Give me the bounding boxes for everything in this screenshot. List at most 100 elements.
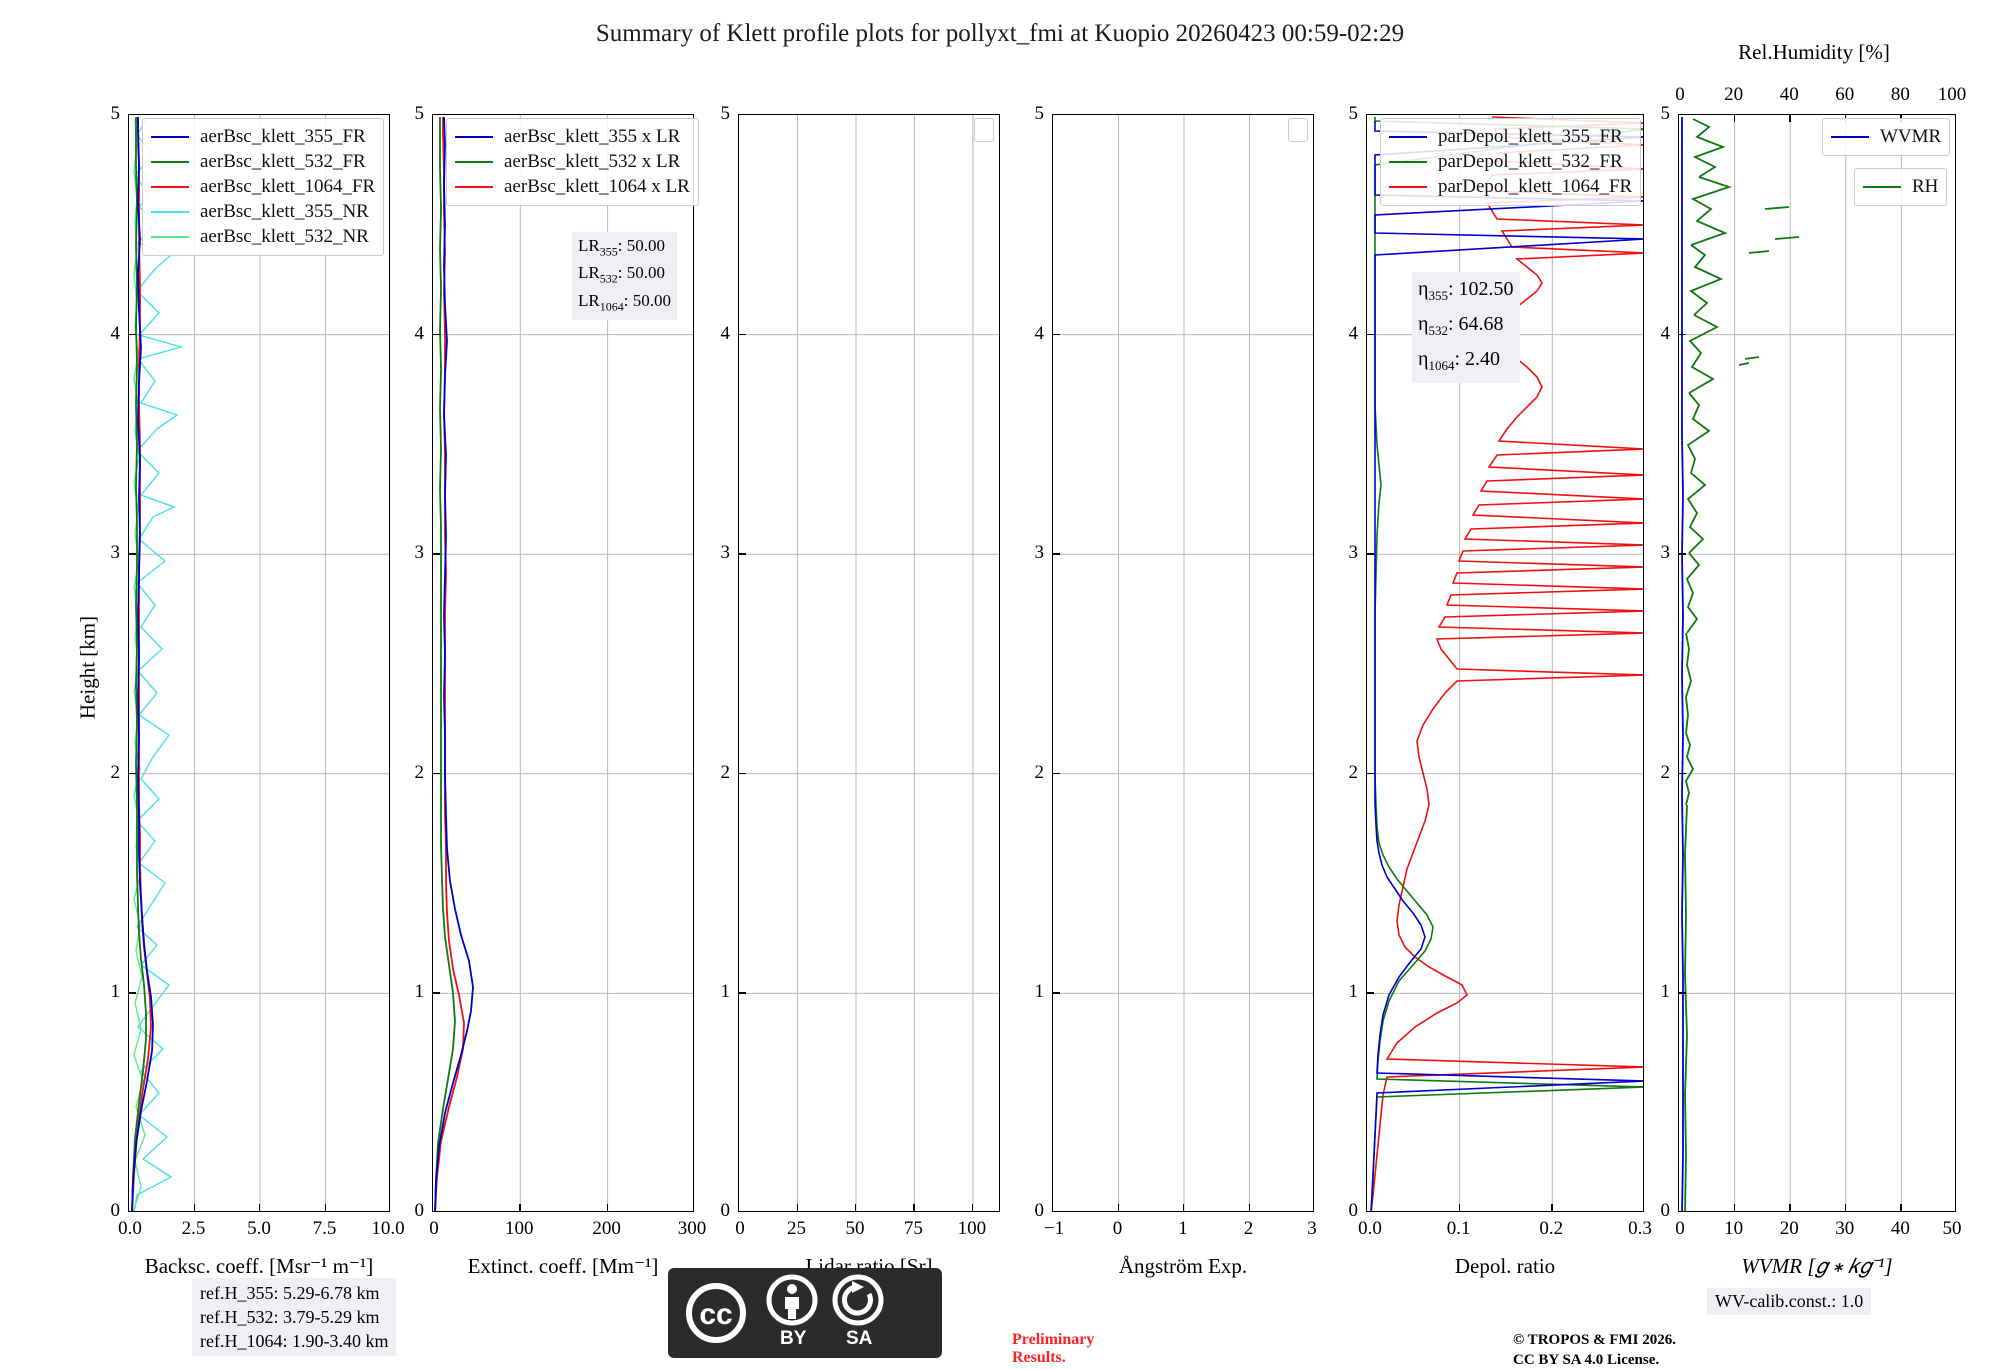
legend-item[interactable]: aerBsc_klett_355_FR [151, 124, 375, 149]
x-ticklabel: 50 [845, 1218, 865, 1239]
legend-item[interactable]: WVMR [1831, 124, 1941, 149]
legend-item[interactable]: parDepol_klett_532_FR [1389, 149, 1632, 174]
y-ticklabel: 5 [1034, 103, 1045, 124]
panel-extinction: aerBsc_klett_355 x LR aerBsc_klett_532 x… [415, 103, 707, 1278]
y-tick [1052, 1211, 1060, 1213]
x-ticklabel: 100 [505, 1218, 534, 1239]
x-ticklabel: 40 [1890, 1218, 1910, 1239]
y-tick [128, 333, 136, 335]
eta-355-symbol: η [1418, 278, 1429, 300]
lr-532-sub: 532 [599, 271, 618, 286]
x-axis-label: Extinct. coeff. [Mm⁻¹] [467, 1254, 659, 1278]
x-ticklabel: 100 [957, 1218, 987, 1239]
y-tick [738, 333, 746, 335]
x-tick [388, 1204, 390, 1212]
x-ticklabel-top: 0 [1675, 84, 1685, 105]
x-tick [193, 1204, 195, 1212]
x-ticklabel: −1 [1043, 1218, 1065, 1239]
x-ticklabel: 0 [429, 1218, 439, 1239]
plot-area-angstrom[interactable] [1052, 114, 1314, 1212]
legend-angstrom-empty[interactable] [1288, 118, 1308, 142]
y-tick [1678, 1211, 1686, 1213]
legend-label: WVMR [1880, 126, 1942, 147]
legend-depolarization[interactable]: parDepol_klett_355_FR parDepol_klett_532… [1380, 118, 1642, 206]
legend-item[interactable]: parDepol_klett_355_FR [1389, 124, 1632, 149]
y-ticklabel: 0 [110, 1200, 121, 1221]
lr-532-value: : 50.00 [617, 263, 665, 283]
legend-line-icon [151, 135, 189, 138]
x-ticklabel: 0.0 [118, 1218, 142, 1239]
legend-label: aerBsc_klett_532_NR [200, 226, 369, 247]
legend-label: aerBsc_klett_532 x LR [504, 151, 681, 172]
cc-license-badge[interactable]: cc BY SA [668, 1268, 942, 1358]
y-ticklabel: 5 [1348, 103, 1359, 124]
y-tick [1052, 772, 1060, 775]
x-ticklabel: 0 [735, 1218, 745, 1239]
y-ticklabel: 4 [414, 322, 425, 344]
legend-backscatter[interactable]: aerBsc_klett_355_FR aerBsc_klett_532_FR … [142, 118, 385, 256]
legend-item[interactable]: aerBsc_klett_355_NR [151, 199, 375, 224]
legend-extinction[interactable]: aerBsc_klett_355 x LR aerBsc_klett_532 x… [446, 118, 699, 206]
legend-item[interactable]: RH [1863, 174, 1938, 199]
cc-by-label: BY [780, 1328, 807, 1349]
x-ticklabel: 3 [1307, 1218, 1317, 1239]
y-ticklabel: 2 [1660, 761, 1671, 783]
legend-item[interactable]: aerBsc_klett_1064_FR [151, 174, 375, 199]
page-title: Summary of Klett profile plots for polly… [595, 20, 1405, 47]
legend-wvmr[interactable]: WVMR [1822, 118, 1951, 156]
y-tick [1678, 992, 1686, 994]
svg-text:cc: cc [699, 1298, 732, 1331]
legend-item[interactable]: aerBsc_klett_1064 x LR [455, 174, 690, 199]
legend-line-icon [1389, 135, 1427, 138]
legend-item[interactable]: parDepol_klett_1064_FR [1389, 174, 1632, 199]
backscatter-curves [129, 115, 389, 1211]
x-tick [1678, 1204, 1680, 1212]
x-axis-label: Ångström Exp. [1118, 1254, 1248, 1278]
preliminary-notice-line1: Preliminary [1012, 1331, 1095, 1348]
x-tick [1844, 1204, 1847, 1212]
legend-line-icon [1389, 185, 1427, 188]
x-tick [128, 1204, 130, 1212]
x-ticklabel: 2.5 [181, 1218, 206, 1239]
x-ticklabel: 5.0 [247, 1218, 271, 1239]
x-ticklabel: 10 [1724, 1218, 1744, 1239]
legend-line-icon [151, 185, 189, 188]
eta-annotation: η355: 102.50 η532: 64.68 η1064: 2.40 [1412, 272, 1520, 383]
legend-label: parDepol_klett_355_FR [1438, 126, 1623, 147]
panel-backscatter: aerBsc_klett_355_FR aerBsc_klett_532_FR … [111, 103, 405, 1278]
y-ticklabel: 4 [1034, 322, 1045, 344]
legend-item[interactable]: aerBsc_klett_355 x LR [455, 124, 690, 149]
legend-label: aerBsc_klett_1064 x LR [504, 176, 690, 197]
y-ticklabel: 5 [414, 103, 425, 124]
legend-label: aerBsc_klett_355_NR [200, 201, 369, 222]
plot-area-lidar-ratio[interactable] [738, 114, 1000, 1212]
eta-532-value: : 64.68 [1447, 313, 1504, 335]
legend-item[interactable]: aerBsc_klett_532_FR [151, 149, 375, 174]
y-ticklabel: 2 [414, 761, 425, 783]
y-ticklabel: 3 [1034, 542, 1045, 564]
x-tick [1052, 1204, 1054, 1212]
y-ticklabel: 0 [1348, 1200, 1359, 1221]
legend-lidar-ratio-empty[interactable] [974, 118, 994, 142]
y-ticklabel: 4 [1348, 322, 1359, 344]
y-ticklabel: 0 [720, 1200, 731, 1221]
lidar-ratio-annotation: LR355: 50.00 LR532: 50.00 LR1064: 50.00 [572, 232, 677, 321]
x-ticklabel-top: 80 [1890, 84, 1910, 105]
legend-line-icon [1389, 160, 1427, 163]
y-ticklabel: 5 [1660, 103, 1671, 124]
lr-1064-symbol: LR [578, 290, 600, 310]
legend-rh[interactable]: RH [1854, 168, 1948, 206]
preliminary-notice-line2: Results. [1012, 1349, 1066, 1366]
panel-angstrom: 5 4 3 2 1 0 −1 0 1 2 3 Ångström Exp. [1035, 103, 1317, 1278]
x-tick [606, 1204, 608, 1212]
plot-area-backscatter[interactable] [128, 114, 390, 1212]
y-tick [1052, 114, 1060, 116]
y-tick [1052, 992, 1060, 994]
plot-area-wvmr-rh[interactable] [1678, 114, 1956, 1212]
eta-1064-value: : 2.40 [1454, 348, 1501, 370]
legend-line-icon [455, 185, 493, 188]
legend-item[interactable]: aerBsc_klett_532 x LR [455, 149, 690, 174]
legend-item[interactable]: aerBsc_klett_532_NR [151, 224, 375, 249]
legend-line-icon [1863, 185, 1901, 188]
y-tick [432, 992, 440, 994]
